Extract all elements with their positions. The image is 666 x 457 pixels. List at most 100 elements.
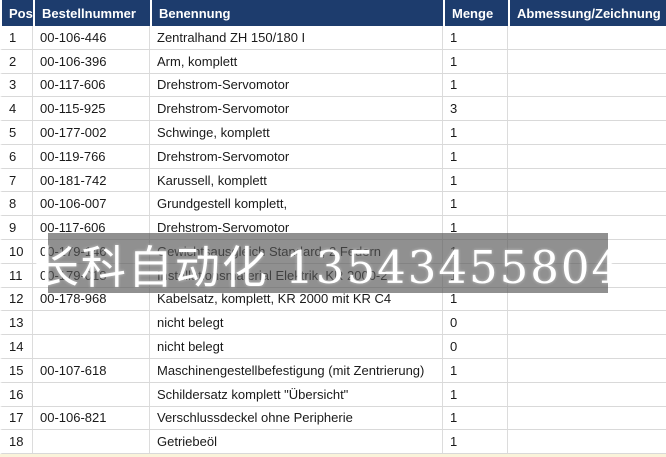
cell-pos[interactable]: 11 [2,263,33,287]
cell-abmessung-zeichnung[interactable] [508,169,666,192]
cell-abmessung-zeichnung[interactable] [508,430,666,453]
column-header-benennung[interactable]: Benennung [150,0,443,26]
cell-pos[interactable]: 18 [2,430,33,454]
cell-pos[interactable]: 2 [2,49,33,73]
cell-benennung[interactable]: Karussell, komplett [150,168,443,192]
cell-menge[interactable]: 1 [443,26,508,49]
cell-menge[interactable]: 1 [443,263,508,287]
cell-bestellnummer[interactable]: 00-117-606 [33,73,150,97]
cell-menge[interactable]: 1 [443,430,508,454]
table-row: 13 nicht belegt 0 [0,311,666,336]
cell-pos[interactable]: 15 [2,358,33,382]
table-row: 15 00-107-618 Maschinengestellbefestigun… [0,358,666,383]
cell-abmessung-zeichnung[interactable] [508,145,666,168]
cell-benennung[interactable]: Drehstrom-Servomotor [150,216,443,240]
cell-menge[interactable]: 1 [443,144,508,168]
cell-abmessung-zeichnung[interactable] [508,26,666,49]
cell-abmessung-zeichnung[interactable] [508,407,666,430]
cell-pos[interactable]: 10 [2,240,33,263]
cell-pos[interactable]: 16 [2,382,33,406]
cell-bestellnummer[interactable]: 00-179-146 [33,240,150,263]
cell-benennung[interactable]: Verschlussdeckel ohne Peripherie [150,406,443,430]
cell-bestellnummer[interactable]: 00-106-446 [33,26,150,49]
cell-bestellnummer[interactable] [33,335,150,358]
table-row: 1 00-106-446 Zentralhand ZH 150/180 I 1 [0,26,666,50]
cell-bestellnummer[interactable] [33,382,150,406]
cell-pos[interactable]: 6 [2,144,33,168]
cell-benennung[interactable]: Schildersatz komplett "Übersicht" [150,382,443,406]
cell-benennung[interactable]: nicht belegt [150,335,443,358]
cell-benennung[interactable]: Maschinengestellbefestigung (mit Zentrie… [150,358,443,382]
cell-benennung[interactable]: nicht belegt [150,311,443,335]
column-header-pos[interactable]: Pos [9,5,33,21]
cell-bestellnummer[interactable]: 00-106-821 [33,406,150,430]
cell-abmessung-zeichnung[interactable] [508,311,666,334]
cell-pos[interactable]: 17 [2,406,33,430]
cell-menge[interactable]: 1 [443,73,508,97]
cell-benennung[interactable]: Schwinge, komplett [150,121,443,144]
cell-pos[interactable]: 1 [2,26,33,49]
cell-benennung[interactable]: Gewichtsausgleich Standard, 2 Federn [150,240,443,263]
cell-menge[interactable]: 1 [443,358,508,382]
column-header-menge[interactable]: Menge [443,0,508,26]
cell-bestellnummer[interactable]: 00-107-618 [33,358,150,382]
cell-menge[interactable]: 1 [443,287,508,311]
cell-bestellnummer[interactable]: 00-181-742 [33,168,150,192]
cell-abmessung-zeichnung[interactable] [508,50,666,73]
cell-pos[interactable]: 8 [2,192,33,216]
cell-benennung[interactable]: Zentralhand ZH 150/180 I [150,26,443,49]
cell-benennung[interactable]: Installationsmaterial Elektrik, KR 2000-… [150,263,443,287]
cell-benennung[interactable]: Kabelsatz, komplett, KR 2000 mit KR C4 [150,287,443,311]
cell-pos[interactable]: 3 [2,73,33,97]
cell-benennung[interactable]: Getriebeöl [150,430,443,454]
cell-abmessung-zeichnung[interactable] [508,192,666,215]
cell-bestellnummer[interactable]: 00-106-007 [33,192,150,216]
cell-menge[interactable]: 1 [443,121,508,144]
cell-bestellnummer[interactable]: 00-117-606 [33,216,150,240]
cell-abmessung-zeichnung[interactable] [508,264,666,287]
cell-menge[interactable]: 0 [443,335,508,358]
cell-bestellnummer[interactable]: 00-177-002 [33,121,150,144]
column-header-bestellnummer[interactable]: Bestellnummer [33,0,150,26]
cell-pos[interactable]: 7 [2,168,33,192]
cell-benennung[interactable]: Drehstrom-Servomotor [150,144,443,168]
cell-pos[interactable]: 5 [2,121,33,144]
cell-abmessung-zeichnung[interactable] [508,335,666,358]
cell-bestellnummer[interactable]: 00-115-925 [33,97,150,121]
cell-bestellnummer[interactable]: 00-119-766 [33,144,150,168]
table-row: 2 00-106-396 Arm, komplett 1 [0,49,666,74]
cell-bestellnummer[interactable] [33,311,150,335]
cell-bestellnummer[interactable]: 00-178-968 [33,287,150,311]
cell-abmessung-zeichnung[interactable] [508,97,666,120]
cell-menge[interactable]: 3 [443,97,508,121]
cell-pos[interactable]: 4 [2,97,33,121]
cell-benennung[interactable]: Drehstrom-Servomotor [150,73,443,97]
cell-benennung[interactable]: Grundgestell komplett, [150,192,443,216]
cell-bestellnummer[interactable]: 00-179-018 [33,263,150,287]
cell-bestellnummer[interactable] [33,430,150,454]
cell-abmessung-zeichnung[interactable] [508,288,666,311]
cell-abmessung-zeichnung[interactable] [508,383,666,406]
cell-menge[interactable]: 1 [443,406,508,430]
cell-pos[interactable]: 14 [2,335,33,358]
cell-menge[interactable]: 1 [443,49,508,73]
cell-benennung[interactable]: Drehstrom-Servomotor [150,97,443,121]
cell-menge[interactable]: 1 [443,216,508,240]
cell-bestellnummer[interactable]: 00-106-396 [33,49,150,73]
cell-abmessung-zeichnung[interactable] [508,121,666,144]
cell-benennung[interactable]: Arm, komplett [150,49,443,73]
cell-abmessung-zeichnung[interactable] [508,74,666,97]
cell-menge[interactable]: 1 [443,382,508,406]
cell-pos[interactable]: 13 [2,311,33,335]
column-header-abmessung-zeichnung[interactable]: Abmessung/Zeichnung [508,0,666,26]
cell-abmessung-zeichnung[interactable] [508,359,666,382]
cell-abmessung-zeichnung[interactable] [508,240,666,263]
cell-pos[interactable]: 9 [2,216,33,240]
cell-menge[interactable]: 1 [443,192,508,216]
cell-abmessung-zeichnung[interactable] [508,216,666,239]
table-row: 17 00-106-821 Verschlussdeckel ohne Peri… [0,406,666,431]
cell-pos[interactable]: 12 [2,287,33,311]
cell-menge[interactable]: 0 [443,311,508,335]
cell-menge[interactable]: 1 [443,168,508,192]
cell-menge[interactable]: 1 [443,240,508,263]
